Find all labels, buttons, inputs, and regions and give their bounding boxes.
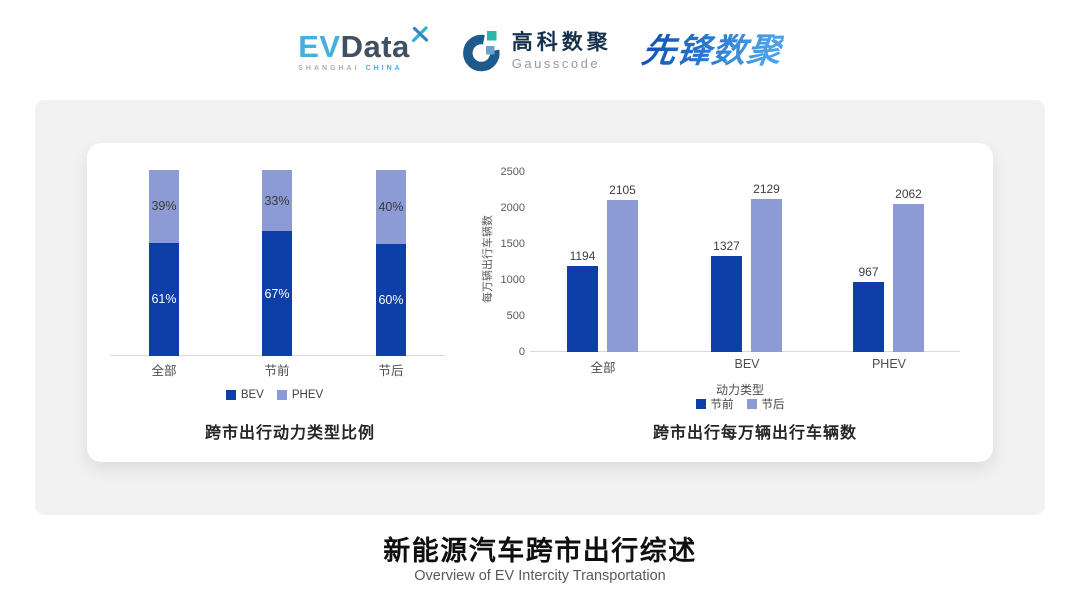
charts-card: 39% 61% 33% 67% 40% 60% [35,100,1045,515]
pioneer-logo: 先锋数聚 [639,32,785,70]
legend-label: BEV [240,389,264,401]
bar-segment-phev: 40% [376,170,406,245]
gausscode-cn-text: 高科数聚 [511,31,612,55]
evdata-shanghai-text: SHANGHAI [298,64,360,72]
legend-swatch-jiehou [746,399,757,409]
y-tick: 500 [506,310,525,322]
legend-label: 节前 [710,399,734,411]
page-subtitle: Overview of EV Intercity Transportation [414,568,666,584]
bar-value-label: 2105 [609,183,636,198]
right-category-label: BEV [734,357,760,371]
grouped-bar-bev-jiehou: 2129 [751,182,782,352]
bar-segment-bev: 67% [262,231,292,356]
legend-label: PHEV [291,389,324,401]
grouped-bar-phev-jiehou: 2062 [893,187,924,352]
legend-swatch-phev [276,390,287,400]
left-chart-legend: BEV PHEV [87,389,462,401]
bar-segment-bev: 61% [149,242,179,356]
bar [711,256,742,352]
legend-item-jieqian: 节前 [695,396,734,412]
evdata-china-text: CHINA [365,64,403,72]
stacked-bar-jiehou: 40% 60% [376,170,406,356]
segment-label: 61% [151,292,177,307]
grouped-bar-phev-jieqian: 967 [853,265,884,352]
bar [607,200,638,352]
right-chart-title: 跨市出行每万辆出行车辆数 [652,425,857,442]
left-chart-title: 跨市出行动力类型比例 [204,425,375,442]
y-tick: 2000 [500,202,525,214]
charts-panel: 39% 61% 33% 67% 40% 60% [87,143,993,462]
y-tick: 1000 [500,274,525,286]
y-tick: 0 [518,346,525,358]
evdata-logo: EV Data SHANGHAI CHINA [298,25,429,72]
right-chart-x-axis-label: 动力类型 [715,383,764,397]
segment-label: 40% [378,200,404,215]
grouped-bar-bev-jieqian: 1327 [711,239,742,352]
legend-swatch-bev [225,390,236,400]
legend-item-jiehou: 节后 [746,396,785,412]
logo-header: EV Data SHANGHAI CHINA 高科数聚 Gausscode 先锋数 [0,20,1080,82]
right-category-label: 全部 [590,361,616,375]
right-chart-x-axis [530,351,960,352]
stacked-bar-jieqian: 33% 67% [262,170,292,356]
bar-value-label: 1194 [569,249,596,264]
bar-value-label: 1327 [713,239,740,254]
bar-segment-phev: 33% [262,170,292,232]
evdata-x-leaf-icon [411,25,428,42]
bar-segment-phev: 39% [149,170,179,243]
bar [751,198,782,352]
legend-item-bev: BEV [225,389,264,401]
gausscode-g-icon [462,31,500,72]
legend-item-phev: PHEV [276,389,324,401]
bar-value-label: 2129 [753,181,780,196]
bar [853,282,884,352]
evdata-data-text: Data [340,28,410,64]
stacked-bar-quanbu: 39% 61% [149,170,179,356]
left-category-label: 全部 [151,364,177,378]
bar [893,203,924,352]
bar-segment-bev: 60% [376,244,406,356]
page-title: 新能源汽车跨市出行综述 [383,536,697,566]
segment-label: 39% [151,199,177,214]
evdata-wordmark: EV Data [298,25,429,64]
bar-value-label: 2062 [895,186,922,201]
gausscode-logo: 高科数聚 Gausscode [459,29,612,73]
left-category-label: 节前 [264,364,290,378]
right-category-label: PHEV [871,357,907,371]
legend-label: 节后 [761,399,785,411]
legend-swatch-jieqian [695,399,706,409]
y-tick: 2500 [500,166,525,178]
grouped-bar-quanbu-jieqian: 1194 [567,249,598,352]
bar [567,266,598,352]
gausscode-en-text: Gausscode [511,55,601,71]
segment-label: 60% [378,293,404,308]
right-chart-y-axis-label: 每万辆出行车辆数 [482,215,494,303]
evdata-ev-text: EV [298,28,341,64]
grouped-bar-quanbu-jiehou: 2105 [607,183,638,352]
evdata-subtext: SHANGHAI CHINA [298,65,429,72]
y-tick: 1500 [500,238,525,250]
segment-label: 33% [264,193,290,208]
right-chart-legend: 节前 节后 [540,396,940,412]
bar-value-label: 967 [858,265,879,280]
segment-label: 67% [264,286,290,301]
left-category-label: 节后 [378,364,404,378]
gausscode-text: 高科数聚 Gausscode [512,31,612,70]
